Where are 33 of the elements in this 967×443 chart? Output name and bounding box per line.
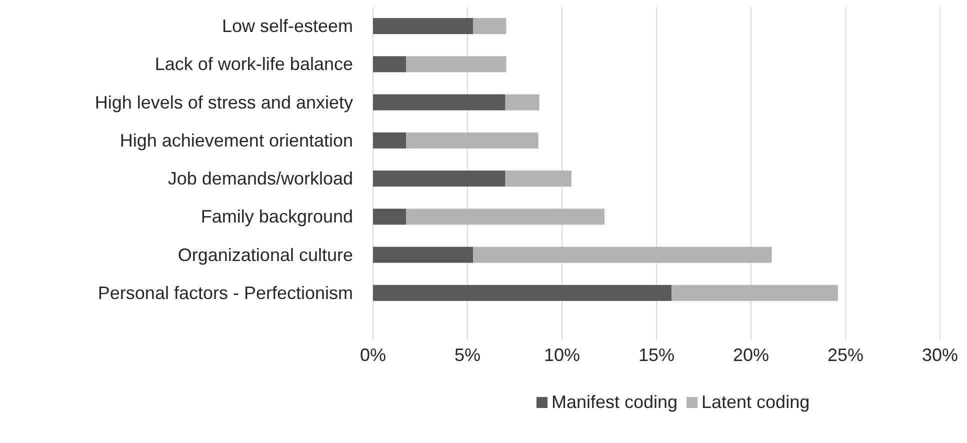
bar	[373, 246, 474, 263]
bar	[373, 284, 672, 301]
bar	[373, 170, 506, 187]
bar	[505, 94, 540, 110]
bar	[373, 94, 506, 110]
y-tick-label: Family background	[200, 206, 353, 227]
x-tick-label: 15%	[638, 345, 675, 365]
y-tick-label: Lack of work-life balance	[154, 54, 353, 74]
legend-label: Latent coding	[702, 392, 810, 412]
bar	[373, 132, 406, 148]
bar	[373, 18, 474, 34]
y-tick-label: High levels of stress and anxiety	[94, 92, 353, 112]
bar	[473, 246, 772, 263]
bar	[406, 56, 506, 72]
bar	[373, 56, 406, 72]
bar	[505, 170, 572, 187]
x-tick-label: 30%	[922, 345, 958, 365]
x-tick-label: 10%	[544, 345, 580, 365]
y-tick-label: Low self-esteem	[222, 16, 353, 36]
y-tick-label: High achievement orientation	[120, 130, 353, 150]
bar	[473, 18, 506, 34]
bar	[406, 208, 605, 225]
bar	[672, 284, 838, 301]
y-tick-label: Organizational culture	[178, 244, 353, 265]
y-tick-label: Personal factors - Perfectionism	[98, 282, 353, 303]
x-tick-label: 25%	[827, 345, 864, 365]
x-tick-label: 0%	[360, 345, 386, 365]
x-tick-label: 5%	[454, 345, 481, 365]
bar	[406, 132, 538, 148]
x-tick-label: 20%	[732, 345, 770, 365]
y-tick-label: Job demands/workload	[168, 168, 353, 189]
legend-label: Manifest coding	[552, 392, 678, 412]
bar	[373, 208, 406, 225]
